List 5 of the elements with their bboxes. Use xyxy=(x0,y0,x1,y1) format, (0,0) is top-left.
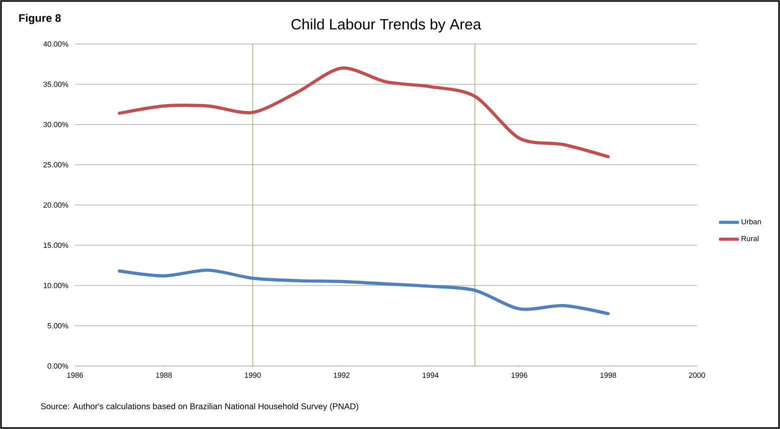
chart-title: Child Labour Trends by Area xyxy=(292,18,482,32)
source-note: Source: Author's calculations based on Brazilian National Household Survey (PNAD) xyxy=(40,403,358,411)
line-series xyxy=(118,268,610,316)
line-series xyxy=(118,66,610,158)
caption: Figure 8 xyxy=(19,14,61,24)
